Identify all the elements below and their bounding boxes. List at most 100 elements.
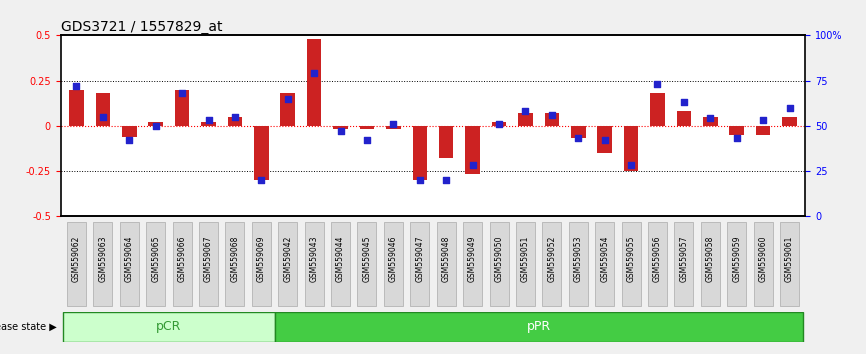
FancyBboxPatch shape	[63, 312, 275, 342]
Point	[756, 118, 770, 123]
FancyBboxPatch shape	[436, 222, 456, 306]
Point	[307, 70, 321, 76]
Bar	[201, 122, 216, 126]
Text: GSM559063: GSM559063	[99, 236, 107, 282]
Bar	[545, 113, 559, 126]
Bar	[492, 122, 507, 126]
FancyBboxPatch shape	[199, 222, 218, 306]
Bar	[465, 126, 480, 175]
Point	[730, 136, 744, 141]
FancyBboxPatch shape	[595, 222, 614, 306]
FancyBboxPatch shape	[727, 222, 746, 306]
Bar	[676, 111, 691, 126]
Text: GSM559043: GSM559043	[310, 236, 319, 282]
Point	[175, 90, 189, 96]
FancyBboxPatch shape	[172, 222, 191, 306]
FancyBboxPatch shape	[648, 222, 667, 306]
Bar	[729, 126, 744, 135]
FancyBboxPatch shape	[410, 222, 430, 306]
Bar	[148, 122, 163, 126]
FancyBboxPatch shape	[701, 222, 720, 306]
Point	[281, 96, 294, 101]
Point	[624, 162, 638, 168]
FancyBboxPatch shape	[120, 222, 139, 306]
FancyBboxPatch shape	[67, 222, 86, 306]
Text: GSM559065: GSM559065	[152, 236, 160, 282]
Bar	[650, 93, 665, 126]
Bar	[571, 126, 585, 138]
Text: pCR: pCR	[156, 320, 182, 333]
Text: GSM559056: GSM559056	[653, 236, 662, 282]
FancyBboxPatch shape	[331, 222, 350, 306]
FancyBboxPatch shape	[622, 222, 641, 306]
Text: GSM559042: GSM559042	[283, 236, 292, 282]
FancyBboxPatch shape	[569, 222, 588, 306]
Text: GSM559044: GSM559044	[336, 236, 345, 282]
Bar	[782, 116, 797, 126]
Text: GSM559055: GSM559055	[627, 236, 636, 282]
FancyBboxPatch shape	[146, 222, 165, 306]
Text: GSM559051: GSM559051	[521, 236, 530, 282]
Point	[69, 83, 83, 89]
Text: GSM559059: GSM559059	[733, 236, 741, 282]
Point	[149, 123, 163, 129]
FancyBboxPatch shape	[780, 222, 799, 306]
Point	[598, 137, 611, 143]
Point	[255, 177, 268, 183]
Text: GSM559062: GSM559062	[72, 236, 81, 282]
Bar	[756, 126, 771, 135]
FancyBboxPatch shape	[278, 222, 297, 306]
FancyBboxPatch shape	[94, 222, 113, 306]
Bar	[703, 116, 718, 126]
Point	[122, 137, 136, 143]
Point	[202, 118, 216, 123]
FancyBboxPatch shape	[753, 222, 772, 306]
Point	[492, 121, 506, 127]
FancyBboxPatch shape	[358, 222, 377, 306]
FancyBboxPatch shape	[675, 222, 694, 306]
Text: pPR: pPR	[527, 320, 551, 333]
Bar	[386, 126, 401, 129]
FancyBboxPatch shape	[516, 222, 535, 306]
FancyBboxPatch shape	[252, 222, 271, 306]
Text: GSM559060: GSM559060	[759, 236, 767, 282]
Point	[650, 81, 664, 87]
Point	[572, 136, 585, 141]
Bar	[69, 90, 84, 126]
Text: GSM559045: GSM559045	[363, 236, 372, 282]
Text: GSM559049: GSM559049	[469, 236, 477, 282]
Bar	[281, 93, 295, 126]
Text: GDS3721 / 1557829_at: GDS3721 / 1557829_at	[61, 21, 222, 34]
Point	[439, 177, 453, 183]
Bar	[624, 126, 638, 171]
Bar	[175, 90, 190, 126]
FancyBboxPatch shape	[275, 312, 803, 342]
Bar	[95, 93, 110, 126]
Bar	[333, 126, 348, 129]
FancyBboxPatch shape	[225, 222, 244, 306]
Text: GSM559054: GSM559054	[600, 236, 609, 282]
Text: GSM559046: GSM559046	[389, 236, 397, 282]
Text: GSM559058: GSM559058	[706, 236, 714, 282]
Bar	[307, 39, 321, 126]
Bar	[412, 126, 427, 180]
Text: GSM559057: GSM559057	[680, 236, 688, 282]
Text: GSM559047: GSM559047	[416, 236, 424, 282]
Bar	[228, 116, 242, 126]
Point	[677, 99, 691, 105]
FancyBboxPatch shape	[542, 222, 561, 306]
Bar	[122, 126, 137, 137]
Text: GSM559053: GSM559053	[574, 236, 583, 282]
Point	[545, 112, 559, 118]
Text: GSM559050: GSM559050	[494, 236, 503, 282]
Point	[333, 128, 347, 134]
Text: GSM559067: GSM559067	[204, 236, 213, 282]
Text: GSM559061: GSM559061	[785, 236, 794, 282]
Text: disease state ▶: disease state ▶	[0, 321, 56, 332]
Text: GSM559066: GSM559066	[178, 236, 186, 282]
FancyBboxPatch shape	[463, 222, 482, 306]
FancyBboxPatch shape	[489, 222, 508, 306]
Bar	[359, 126, 374, 129]
FancyBboxPatch shape	[384, 222, 403, 306]
Text: GSM559069: GSM559069	[257, 236, 266, 282]
